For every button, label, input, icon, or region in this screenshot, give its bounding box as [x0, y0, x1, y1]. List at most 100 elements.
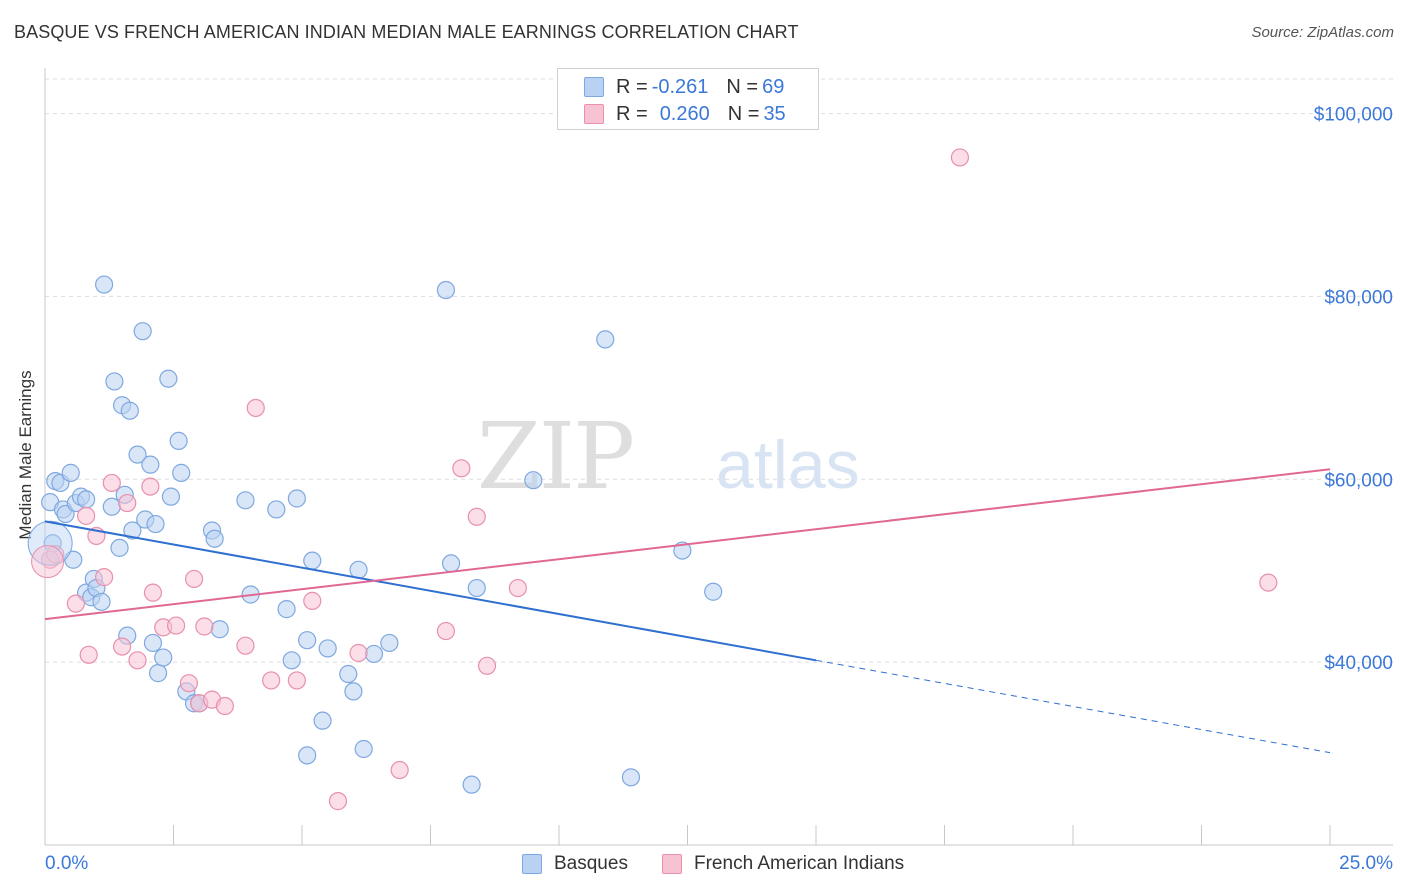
points-layer: [27, 148, 1278, 811]
basques-point: [123, 521, 142, 540]
y-tick-label: $100,000: [1314, 105, 1393, 126]
basques-point: [77, 490, 96, 509]
french-american-indians-point: [195, 617, 214, 636]
basques-point: [267, 500, 286, 519]
x-tick-label-min: 0.0%: [45, 853, 88, 874]
watermark-zip: ZIP: [477, 403, 633, 510]
basques-point: [462, 775, 481, 794]
basques-point: [313, 711, 332, 730]
french-american-indians-point: [287, 671, 306, 690]
french-american-indians-point: [118, 493, 137, 513]
french-american-indians-point: [1259, 573, 1278, 592]
basques-point: [354, 739, 373, 759]
basques-point: [277, 600, 296, 619]
basques-legend-swatch: [522, 854, 542, 874]
basques-point: [92, 592, 111, 611]
basques-point: [128, 445, 147, 464]
basques-point: [169, 431, 188, 450]
basques-point: [467, 578, 486, 598]
legend-row-french-american-indians: R = 0.260 N = 35: [584, 101, 786, 127]
french-american-indians-point: [66, 594, 85, 613]
basques-point: [95, 275, 114, 294]
basques-point: [704, 582, 723, 601]
french-american-indians-trend-line: [44, 468, 1331, 621]
french-american-indians-point: [436, 621, 456, 641]
grid-layer: [45, 78, 1393, 663]
basques-point: [436, 280, 456, 300]
french-american-indians-swatch: [584, 104, 604, 124]
french-american-indians-point: [390, 760, 409, 780]
basques-point: [673, 541, 692, 560]
basques-point: [380, 633, 399, 653]
y-tick-label: $40,000: [1324, 653, 1393, 674]
legend-r-label: R =: [616, 75, 648, 98]
french-american-indians-point: [236, 636, 255, 655]
chart-title: BASQUE VS FRENCH AMERICAN INDIAN MEDIAN …: [14, 22, 799, 42]
french-american-indians-point: [128, 651, 147, 670]
legend-row-basques: R = -0.261 N = 69: [584, 74, 784, 100]
basques-point: [120, 401, 139, 420]
trend-lines-layer: [44, 468, 1331, 754]
basques-trend-line-extension: [815, 659, 1331, 754]
french-american-indians-point: [184, 569, 204, 589]
basques-point: [621, 768, 641, 787]
basques-point: [102, 497, 121, 516]
legend-n-label: N =: [727, 102, 760, 125]
french-american-indians-point: [349, 643, 368, 663]
basques-trend-line: [44, 520, 817, 662]
basques-point: [596, 330, 615, 349]
french-american-indians-point: [112, 637, 132, 656]
y-tick-label: $60,000: [1324, 470, 1393, 491]
french-american-indians-point: [143, 583, 163, 602]
watermark-atlas: atlas: [716, 427, 860, 503]
french-american-indians-point: [95, 568, 114, 587]
basques-point: [524, 471, 543, 490]
basques-point: [161, 487, 181, 506]
basques-point: [441, 554, 461, 573]
french-american-indians-point: [215, 696, 234, 716]
french-american-indians-legend-swatch: [662, 854, 682, 874]
stats-legend: R = -0.261 N = 69 R = 0.260 N = 35: [557, 68, 819, 130]
french-american-indians-point: [508, 578, 527, 598]
basques-point: [287, 489, 306, 508]
x-tick-label-max: 25.0%: [1339, 853, 1393, 874]
y-tick-label: $80,000: [1324, 287, 1393, 308]
watermark: ZIP atlas: [477, 403, 860, 510]
french-american-indians-point: [102, 473, 121, 493]
french-american-indians-point: [179, 674, 199, 693]
bottom-legend-french-american-indians: French American Indians: [662, 851, 904, 877]
french-american-indians-point: [477, 656, 497, 675]
chart-source: Source: ZipAtlas.com: [1251, 24, 1394, 41]
french-american-indians-point-cluster: [31, 545, 65, 579]
basques-point: [159, 369, 178, 388]
basques-point: [318, 639, 337, 658]
basques-point: [364, 644, 384, 664]
french-american-indians-point: [246, 398, 265, 418]
legend-r-value: -0.261: [651, 75, 709, 98]
legend-r-label: R =: [616, 102, 648, 125]
basques-point: [236, 491, 255, 510]
french-american-indians-point: [141, 477, 160, 496]
french-american-indians-point: [166, 616, 186, 635]
basques-point: [172, 463, 191, 482]
french-american-indians-point: [328, 792, 348, 811]
basques-point: [298, 746, 317, 765]
basques-point: [282, 651, 301, 670]
basques-point: [298, 631, 317, 650]
basques-point: [154, 648, 173, 667]
basques-point: [349, 560, 368, 579]
basques-point: [61, 463, 80, 482]
french-american-indians-point: [262, 671, 281, 690]
basques-swatch: [584, 77, 604, 97]
basques-point: [146, 514, 165, 534]
french-american-indians-point: [303, 591, 322, 610]
bottom-legend-basques: Basques: [522, 851, 628, 877]
legend-n-label: N =: [726, 75, 759, 98]
basques-point: [141, 455, 160, 474]
basques-point: [110, 538, 129, 557]
french-american-indians-legend-label: French American Indians: [694, 853, 905, 874]
basques-point: [344, 682, 363, 701]
french-american-indians-point: [77, 506, 96, 525]
french-american-indians-point: [467, 507, 486, 526]
